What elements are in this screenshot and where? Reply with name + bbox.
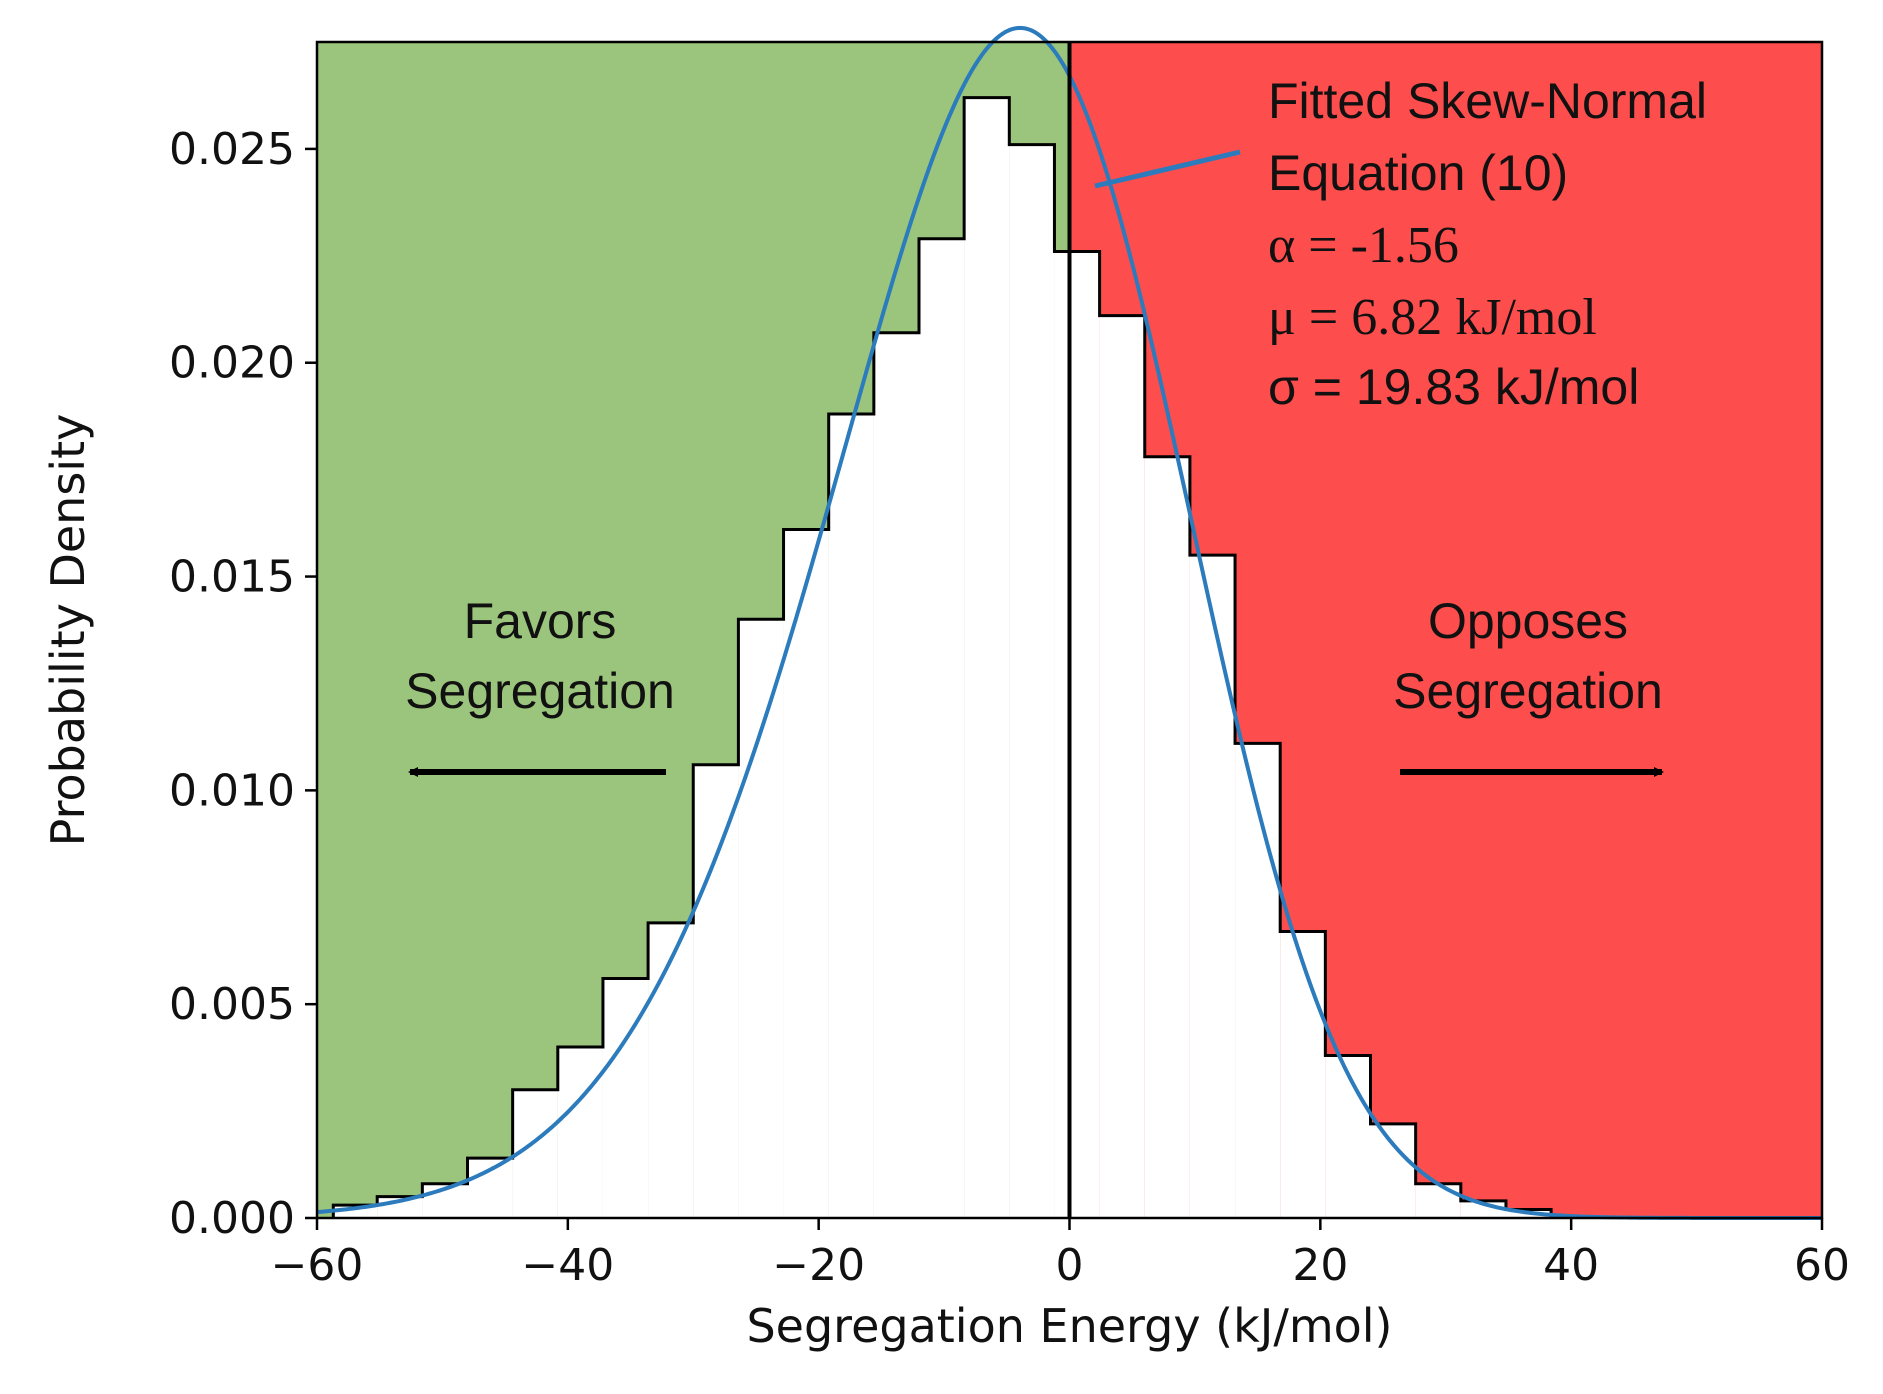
histogram-bar <box>919 238 965 1219</box>
histogram-bar <box>1280 931 1326 1218</box>
x-tick-label: 40 <box>1543 1240 1599 1291</box>
histogram-bar <box>1189 555 1236 1218</box>
histogram-bar <box>1054 251 1100 1219</box>
y-tick-label: 0.010 <box>169 765 295 816</box>
histogram-bar <box>828 414 874 1218</box>
fit-callout-line <box>1094 149 1241 189</box>
histogram-bar <box>964 97 1010 1218</box>
x-tick-label: 20 <box>1292 1240 1348 1291</box>
histogram-bar <box>648 922 694 1218</box>
alpha-label: α = -1.56 <box>1268 217 1459 274</box>
favors-label-line1: Favors <box>464 593 617 649</box>
histogram-bar <box>1325 1055 1371 1218</box>
x-tick-label: −60 <box>271 1240 364 1291</box>
histogram-bar <box>1415 1183 1461 1218</box>
mu-label: μ = 6.82 kJ/mol <box>1268 289 1597 346</box>
histogram-bar <box>1235 743 1281 1218</box>
fit-label-line1: Fitted Skew-Normal <box>1268 73 1707 129</box>
opposes-label-line2: Segregation <box>1393 663 1663 719</box>
y-axis-label: Probability Density <box>41 414 95 847</box>
y-tick-label: 0.000 <box>169 1193 295 1244</box>
opposes-label-line1: Opposes <box>1428 593 1628 649</box>
annotations: Fitted Skew-Normal Equation (10) α = -1.… <box>405 73 1707 777</box>
x-tick-label: −20 <box>772 1240 865 1291</box>
histogram-bar <box>738 619 784 1218</box>
histogram-bar <box>1370 1123 1416 1218</box>
histogram-bar <box>873 332 919 1218</box>
axes: −60 −40 −20 0 20 40 60 0.000 0.005 0.010 0.015 0.02… <box>41 40 1850 1353</box>
x-tick-label: 0 <box>1056 1240 1084 1291</box>
histogram-bar <box>1144 456 1190 1219</box>
histogram-bar <box>467 1158 513 1218</box>
y-tick-label: 0.005 <box>169 979 295 1030</box>
y-tick-label: 0.020 <box>169 338 295 389</box>
favors-label-line2: Segregation <box>405 663 675 719</box>
histogram-bar <box>693 764 739 1218</box>
x-tick-label: 60 <box>1794 1240 1850 1291</box>
x-tick-label: −40 <box>521 1240 614 1291</box>
y-tick-label: 0.025 <box>169 124 295 175</box>
histogram-bar <box>557 1046 603 1218</box>
plot-area <box>316 25 1822 1220</box>
sigma-label: σ = 19.83 kJ/mol <box>1268 359 1639 415</box>
histogram-bar <box>1099 315 1145 1219</box>
x-axis-label: Segregation Energy (kJ/mol) <box>746 1299 1392 1353</box>
histogram-bar <box>783 529 829 1218</box>
histogram-outline <box>331 96 1553 1218</box>
y-tick-label: 0.015 <box>169 552 295 603</box>
fit-label-line2: Equation (10) <box>1268 145 1568 201</box>
histogram-bar <box>1009 144 1055 1219</box>
